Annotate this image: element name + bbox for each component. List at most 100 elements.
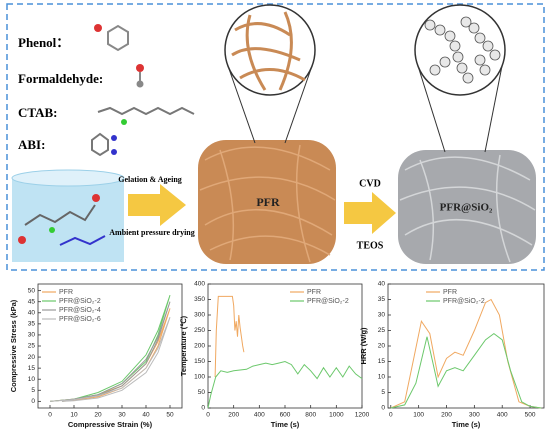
molecule bbox=[59, 235, 106, 246]
y-tick-label: 100 bbox=[194, 374, 205, 381]
data-line bbox=[207, 360, 363, 409]
x-axis-title: Time (s) bbox=[452, 420, 481, 429]
legend-label: PFR@SiO₂-6 bbox=[59, 316, 101, 323]
reagent: CTAB: bbox=[18, 105, 57, 120]
molecule bbox=[24, 204, 96, 226]
y-tick-label: 5 bbox=[381, 389, 385, 396]
reagent: Phenol： bbox=[18, 35, 69, 50]
y-tick-label: 400 bbox=[194, 281, 205, 288]
abi-ring bbox=[91, 132, 109, 157]
y-axis-title: HRR (W/g) bbox=[359, 327, 368, 365]
x-tick-label: 400 bbox=[497, 412, 508, 419]
y-tick-label: 10 bbox=[28, 376, 36, 383]
atom bbox=[111, 149, 117, 155]
atom bbox=[18, 236, 26, 244]
x-tick-label: 0 bbox=[48, 412, 52, 419]
legend-label: PFR@SiO₂-4 bbox=[59, 307, 101, 314]
fibers bbox=[199, 144, 336, 263]
process-step: Ambient pressure drying bbox=[109, 228, 195, 237]
y-tick-label: 30 bbox=[28, 332, 36, 339]
legend-label: PFR@SiO₂-2 bbox=[59, 298, 101, 305]
atom bbox=[49, 227, 55, 233]
ctab-chain bbox=[97, 106, 195, 116]
x-tick-label: 20 bbox=[94, 412, 102, 419]
atom bbox=[136, 64, 144, 72]
y-tick-label: 30 bbox=[378, 312, 386, 319]
y-tick-label: 25 bbox=[378, 327, 386, 334]
legend-label: PFR@SiO₂-2 bbox=[307, 298, 349, 305]
beaker bbox=[11, 169, 125, 262]
x-tick-label: 10 bbox=[70, 412, 78, 419]
zoom-fibers bbox=[231, 11, 306, 91]
y-tick-label: 50 bbox=[198, 389, 206, 396]
x-axis-title: Time (s) bbox=[271, 420, 300, 429]
pfr-sio2-sponge bbox=[398, 150, 536, 264]
y-tick-label: 0 bbox=[31, 398, 35, 405]
data-line bbox=[390, 298, 542, 409]
x-tick-label: 30 bbox=[118, 412, 126, 419]
y-tick-label: 5 bbox=[31, 387, 35, 394]
data-line bbox=[49, 317, 171, 402]
x-tick-label: 800 bbox=[305, 412, 316, 419]
atom bbox=[136, 80, 144, 88]
x-tick-label: 600 bbox=[280, 412, 291, 419]
x-tick-label: 40 bbox=[142, 412, 150, 419]
y-tick-label: 0 bbox=[381, 405, 385, 412]
y-tick-label: 0 bbox=[201, 405, 205, 412]
y-tick-label: 10 bbox=[378, 374, 386, 381]
y-tick-label: 15 bbox=[28, 365, 36, 372]
y-tick-label: 20 bbox=[28, 354, 36, 361]
x-tick-label: 100 bbox=[413, 412, 424, 419]
arrow bbox=[344, 192, 396, 234]
schematic-frame bbox=[6, 3, 545, 271]
x-tick-label: 200 bbox=[441, 412, 452, 419]
x-tick-label: 300 bbox=[469, 412, 480, 419]
x-tick-label: 50 bbox=[166, 412, 174, 419]
x-tick-label: 500 bbox=[525, 412, 536, 419]
y-tick-label: 50 bbox=[28, 287, 36, 294]
zoom-line bbox=[284, 65, 313, 144]
pfr-sponge bbox=[198, 140, 336, 264]
y-axis-title: Compressive Stress (kPa) bbox=[9, 299, 18, 392]
x-tick-label: 0 bbox=[206, 412, 210, 419]
phenol-ring bbox=[107, 24, 129, 52]
beaker-body bbox=[12, 178, 124, 262]
zoom-line bbox=[227, 65, 256, 144]
reagent: ABI: bbox=[18, 137, 45, 152]
x-tick-label: 1200 bbox=[355, 412, 370, 419]
atom bbox=[121, 119, 127, 125]
zoom-line bbox=[484, 65, 503, 153]
y-tick-label: 15 bbox=[378, 358, 386, 365]
y-tick-label: 300 bbox=[194, 312, 205, 319]
x-tick-label: 200 bbox=[228, 412, 239, 419]
atom bbox=[92, 194, 100, 202]
y-axis-title: Temperature (℃) bbox=[179, 315, 188, 376]
zoom-spheres bbox=[424, 16, 501, 84]
reagent-list: Phenol： Formaldehyde: CTAB: ABI: bbox=[18, 35, 103, 152]
atom bbox=[111, 135, 117, 141]
arrow bbox=[128, 184, 186, 226]
process-step: TEOS bbox=[357, 240, 384, 251]
legend-label: PFR@SiO₂-2 bbox=[443, 298, 485, 305]
y-tick-label: 35 bbox=[378, 296, 386, 303]
y-tick-label: 40 bbox=[378, 281, 386, 288]
fibers bbox=[399, 154, 536, 263]
data-line bbox=[390, 332, 542, 409]
y-tick-label: 200 bbox=[194, 343, 205, 350]
molecule-icons bbox=[91, 24, 195, 157]
legend-label: PFR bbox=[443, 289, 457, 296]
y-tick-label: 35 bbox=[28, 321, 36, 328]
process-step: Gelation & Ageing bbox=[118, 175, 182, 184]
y-tick-label: 350 bbox=[194, 296, 205, 303]
legend-label: PFR bbox=[59, 289, 73, 296]
x-tick-label: 400 bbox=[254, 412, 265, 419]
reagent: Formaldehyde: bbox=[18, 71, 103, 86]
y-tick-label: 250 bbox=[194, 327, 205, 334]
y-tick-label: 150 bbox=[194, 358, 205, 365]
legend-label: PFR bbox=[307, 289, 321, 296]
x-axis-title: Compressive Strain (%) bbox=[68, 420, 153, 429]
process-step: CVD bbox=[359, 178, 381, 189]
data-line bbox=[214, 295, 245, 378]
beaker-top bbox=[11, 169, 125, 187]
